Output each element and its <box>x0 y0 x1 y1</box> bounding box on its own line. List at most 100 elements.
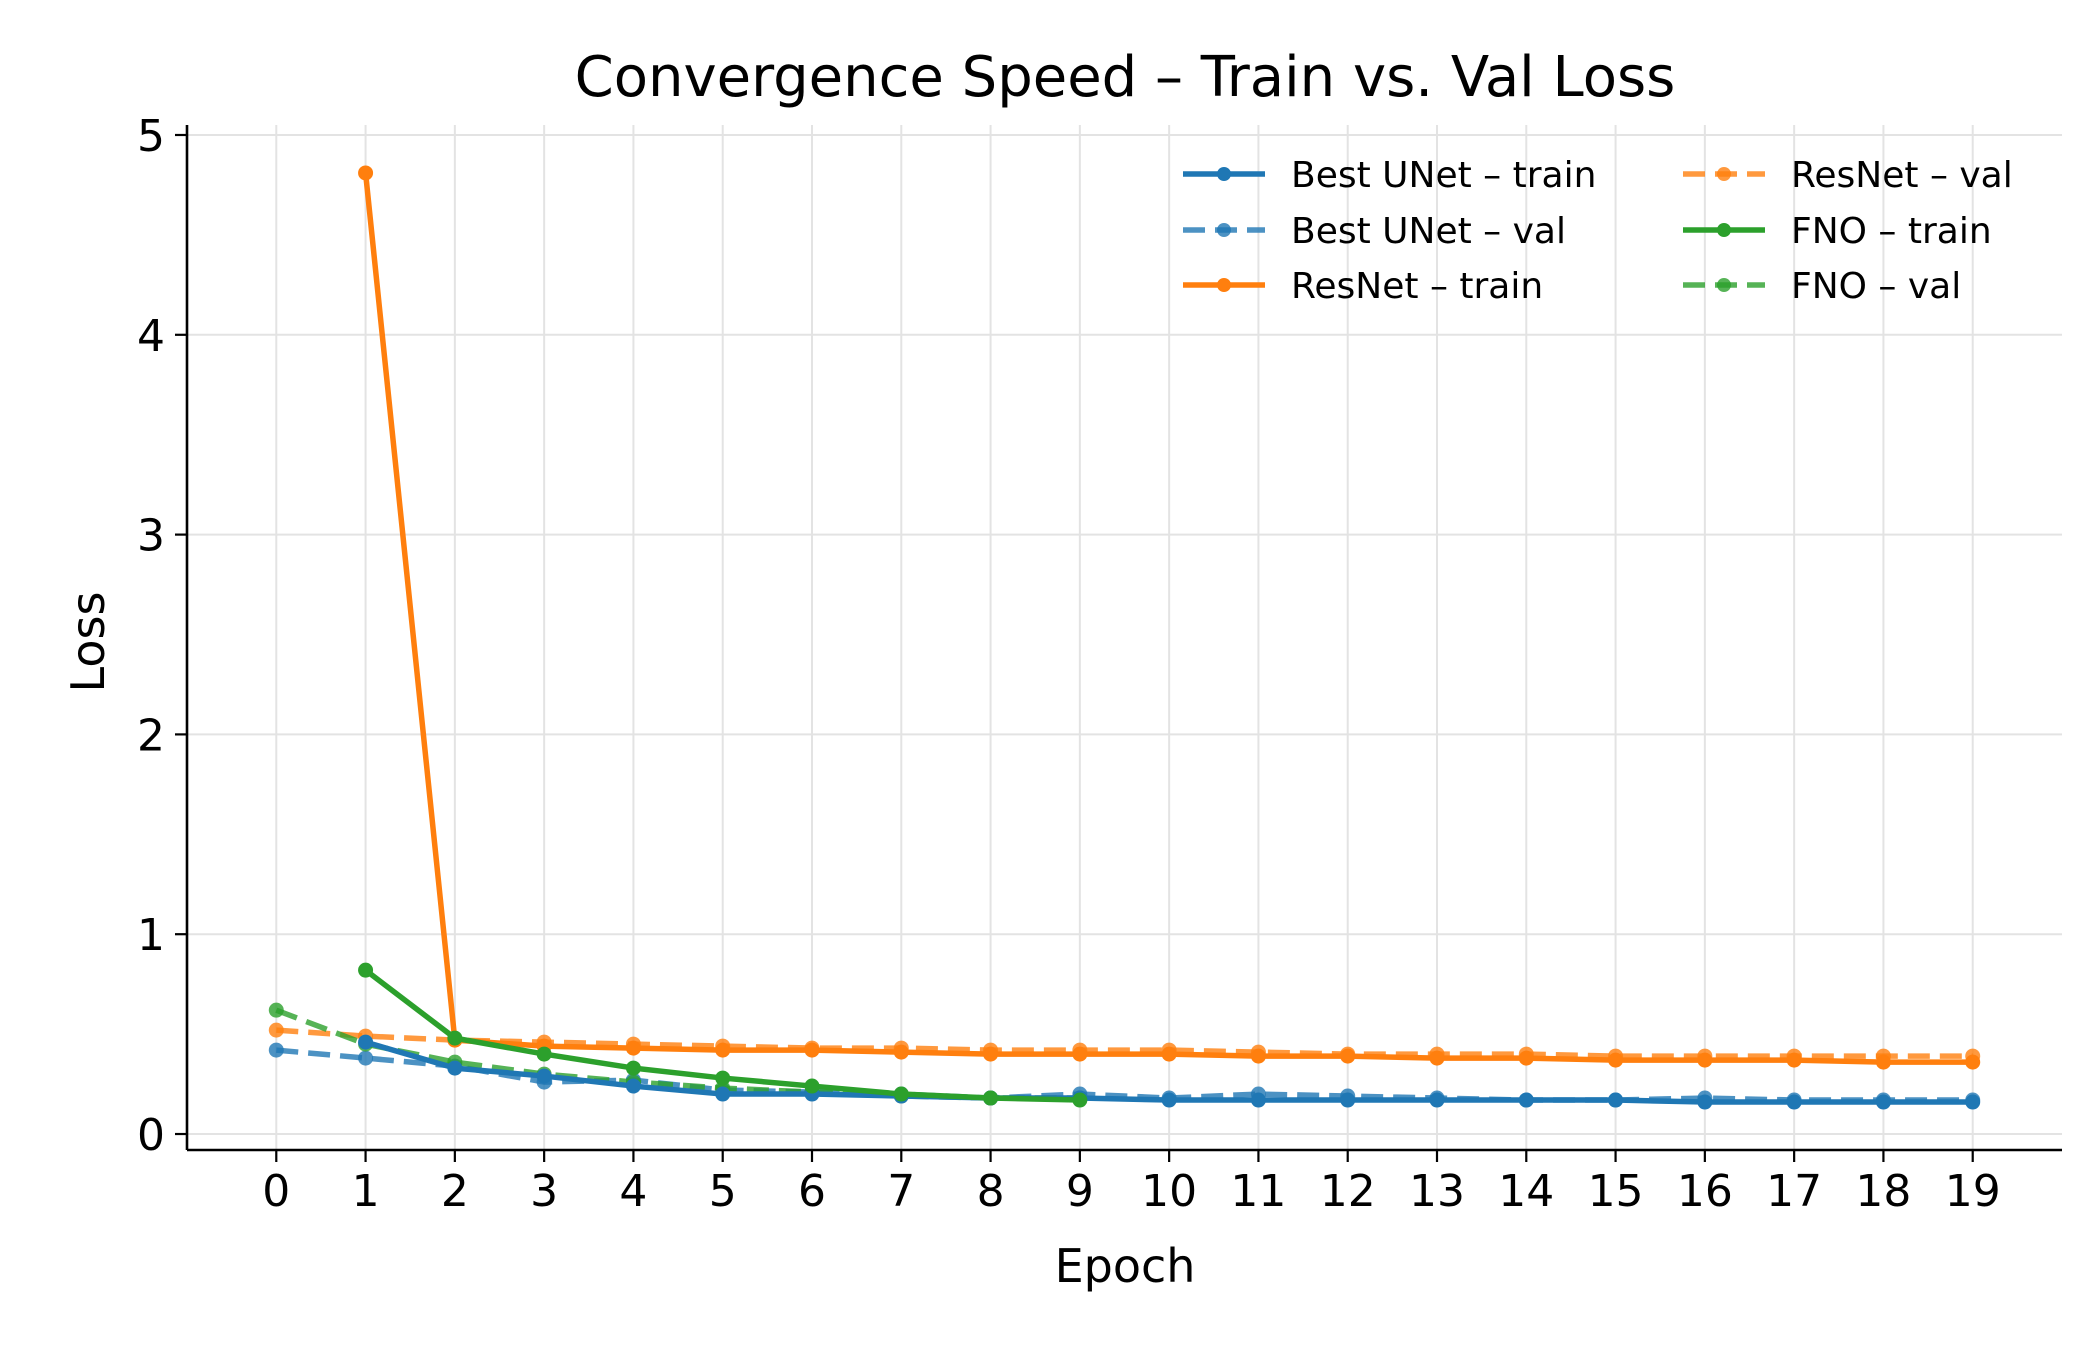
legend-item: Best UNet – train <box>1183 155 1596 196</box>
x-tick-label: 11 <box>1230 1166 1286 1217</box>
x-axis-label: Epoch <box>1055 1239 1196 1293</box>
data-point <box>447 1060 463 1076</box>
legend-marker <box>1717 223 1731 237</box>
x-tick-label: 5 <box>709 1166 737 1217</box>
series-layer <box>268 165 1981 1110</box>
axes <box>185 125 2062 1152</box>
data-point <box>715 1086 731 1102</box>
y-tick-label: 0 <box>137 1110 165 1161</box>
series-line <box>276 1047 1973 1103</box>
data-point <box>893 1044 909 1060</box>
legend-item: ResNet – val <box>1683 155 2013 196</box>
y-tick-label: 1 <box>137 910 165 961</box>
legend-item: ResNet – train <box>1183 266 1543 307</box>
data-point <box>625 1078 641 1094</box>
data-point <box>1608 1092 1624 1108</box>
legend-label: Best UNet – val <box>1291 211 1566 252</box>
legend-label: Best UNet – train <box>1291 155 1596 196</box>
x-tick-label: 18 <box>1855 1166 1911 1217</box>
x-tick-label: 15 <box>1588 1166 1644 1217</box>
data-point <box>1875 1054 1891 1070</box>
x-tick-label: 3 <box>530 1166 558 1217</box>
data-point <box>983 1046 999 1062</box>
data-point <box>1697 1094 1713 1110</box>
x-tick-label: 12 <box>1320 1166 1376 1217</box>
x-tick-label: 4 <box>619 1166 647 1217</box>
y-tick-label: 4 <box>137 311 165 362</box>
data-point <box>447 1030 463 1046</box>
data-point <box>1965 1054 1981 1070</box>
series-line <box>276 1027 1973 1059</box>
data-point <box>268 1002 284 1018</box>
y-tick-label: 3 <box>137 511 165 562</box>
x-tick-label: 13 <box>1409 1166 1465 1217</box>
legend-marker <box>1217 278 1231 292</box>
x-ticks: 0 1 2 3 4 5 6 7 8 9 10 11 12 13 14 15 16 17 18 19 <box>262 1150 2001 1217</box>
data-point <box>1340 1092 1356 1108</box>
data-point <box>625 1060 641 1076</box>
x-tick-label: 1 <box>352 1166 380 1217</box>
data-point <box>893 1086 909 1102</box>
data-point <box>715 1042 731 1058</box>
x-tick-label: 2 <box>441 1166 469 1217</box>
y-ticks: 0 1 2 3 4 5 <box>137 111 187 1161</box>
data-point <box>983 1090 999 1106</box>
legend-item: FNO – train <box>1683 211 1992 252</box>
data-point <box>1250 1092 1266 1108</box>
data-point <box>1697 1052 1713 1068</box>
x-tick-label: 6 <box>798 1166 826 1217</box>
data-point <box>1518 1092 1534 1108</box>
data-point <box>1875 1094 1891 1110</box>
legend-marker <box>1217 167 1231 181</box>
legend-label: FNO – train <box>1791 211 1992 252</box>
x-tick-label: 9 <box>1066 1166 1094 1217</box>
data-point <box>358 1034 374 1050</box>
y-tick-label: 5 <box>137 111 165 162</box>
data-point <box>1072 1092 1088 1108</box>
legend-label: FNO – val <box>1791 266 1961 307</box>
data-point <box>536 1068 552 1084</box>
legend: Best UNet – train Best UNet – val ResNet –… <box>1183 155 2013 307</box>
data-point <box>1429 1050 1445 1066</box>
legend-marker <box>1717 167 1731 181</box>
y-axis-label: Loss <box>61 592 115 693</box>
data-point <box>1429 1092 1445 1108</box>
chart-title: Convergence Speed – Train vs. Val Loss <box>575 45 1676 110</box>
legend-label: ResNet – val <box>1791 155 2013 196</box>
data-point <box>625 1040 641 1056</box>
data-point <box>715 1070 731 1086</box>
legend-marker <box>1217 223 1231 237</box>
legend-marker <box>1717 278 1731 292</box>
x-tick-label: 16 <box>1677 1166 1733 1217</box>
data-point <box>536 1046 552 1062</box>
data-point <box>268 1042 284 1058</box>
data-point <box>358 1050 374 1066</box>
data-point <box>358 962 374 978</box>
data-point <box>1250 1048 1266 1064</box>
data-point <box>1786 1052 1802 1068</box>
series-4 <box>358 962 1088 1108</box>
data-point <box>1161 1046 1177 1062</box>
x-tick-label: 0 <box>262 1166 290 1217</box>
grid <box>187 125 2062 1150</box>
x-tick-label: 7 <box>887 1166 915 1217</box>
data-point <box>1340 1048 1356 1064</box>
x-tick-label: 19 <box>1945 1166 2001 1217</box>
legend-item: Best UNet – val <box>1183 211 1566 252</box>
data-point <box>1608 1052 1624 1068</box>
data-point <box>1161 1092 1177 1108</box>
data-point <box>1965 1094 1981 1110</box>
data-point <box>1786 1094 1802 1110</box>
x-tick-label: 14 <box>1498 1166 1554 1217</box>
data-point <box>804 1042 820 1058</box>
y-tick-label: 2 <box>137 710 165 761</box>
data-point <box>1072 1046 1088 1062</box>
data-point <box>804 1078 820 1094</box>
x-tick-label: 8 <box>977 1166 1005 1217</box>
data-point <box>358 165 374 181</box>
x-tick-label: 17 <box>1766 1166 1822 1217</box>
legend-item: FNO – val <box>1683 266 1961 307</box>
data-point <box>268 1022 284 1038</box>
legend-label: ResNet – train <box>1291 266 1543 307</box>
